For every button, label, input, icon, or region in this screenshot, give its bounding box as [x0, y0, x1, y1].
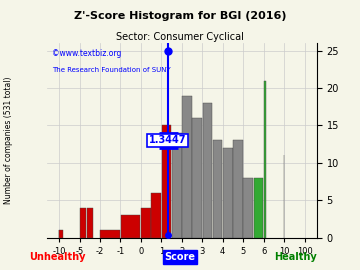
Bar — [264, 80, 266, 238]
Bar — [59, 230, 63, 238]
Text: Number of companies (531 total): Number of companies (531 total) — [4, 77, 14, 204]
Bar — [151, 193, 161, 238]
Bar — [100, 230, 120, 238]
Text: Sector: Consumer Cyclical: Sector: Consumer Cyclical — [116, 32, 244, 42]
Text: Unhealthy: Unhealthy — [30, 252, 86, 262]
Bar — [162, 126, 171, 238]
Text: ©www.textbiz.org: ©www.textbiz.org — [52, 49, 122, 58]
Bar — [203, 103, 212, 238]
Bar — [233, 140, 243, 238]
Bar — [121, 215, 140, 238]
Bar — [172, 133, 181, 238]
Bar — [192, 118, 202, 238]
Text: Score: Score — [165, 252, 195, 262]
Text: The Research Foundation of SUNY: The Research Foundation of SUNY — [52, 66, 171, 73]
Bar — [182, 96, 192, 238]
Bar — [141, 208, 151, 238]
Text: Z'-Score Histogram for BGI (2016): Z'-Score Histogram for BGI (2016) — [74, 11, 286, 21]
Text: Healthy: Healthy — [274, 252, 316, 262]
Bar — [213, 140, 222, 238]
Bar — [223, 148, 233, 238]
Bar — [254, 178, 264, 238]
Bar — [243, 178, 253, 238]
Bar — [80, 208, 86, 238]
Bar — [86, 208, 93, 238]
Text: 1.3447: 1.3447 — [149, 135, 186, 146]
